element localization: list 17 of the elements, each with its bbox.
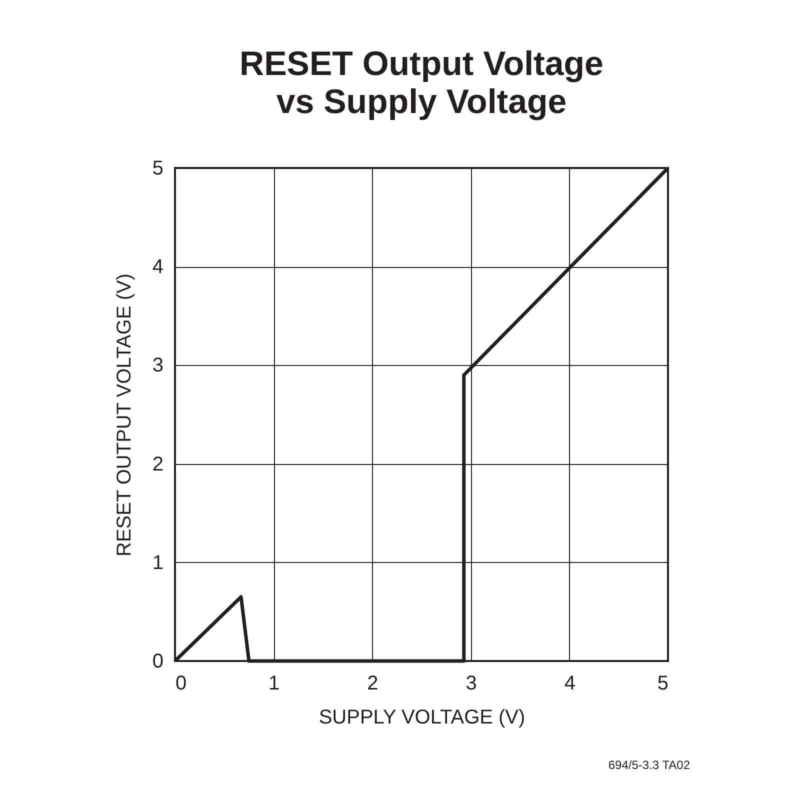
chart-subtitle: vs Supply Voltage xyxy=(276,83,567,121)
x-tick-label: 0 xyxy=(176,672,187,694)
y-tick-label: 2 xyxy=(152,453,164,476)
x-tick-label: 4 xyxy=(564,672,576,694)
x-tick-label: 1 xyxy=(268,672,280,694)
x-tick-label: 2 xyxy=(367,672,378,694)
chart-title: RESET Output Voltage xyxy=(240,45,604,83)
y-axis-title: RESET OUTPUT VOLTAGE (V) xyxy=(113,273,136,557)
x-tick-label: 5 xyxy=(657,672,668,694)
y-tick-label: 4 xyxy=(152,256,164,278)
y-tick-label: 1 xyxy=(152,552,164,574)
y-tick-label: 5 xyxy=(152,158,164,180)
text: 694/5-3.3 TA02 xyxy=(608,758,690,772)
x-tick-label: 3 xyxy=(466,672,477,694)
x-axis-title: SUPPLY VOLTAGE (V) xyxy=(318,706,526,728)
y-tick-label: 0 xyxy=(152,650,164,672)
y-tick-label: 3 xyxy=(152,354,164,377)
